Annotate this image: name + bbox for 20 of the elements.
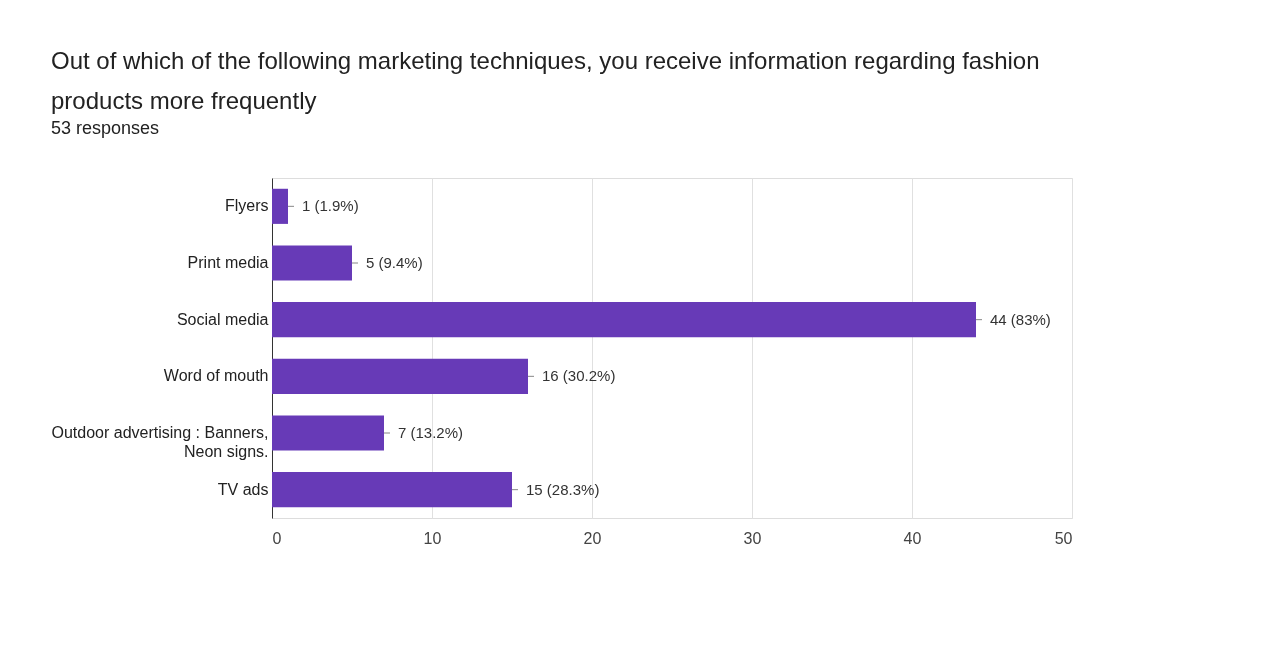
y-tick-label: Social media [176,310,269,328]
y-tick-label: Flyers [224,197,269,215]
data-label: 44 (83%) [990,310,1051,328]
data-label: 5 (9.4%) [366,254,423,271]
x-tick-label: 30 [743,529,762,547]
x-tick-label: 40 [903,529,922,547]
data-label: 1 (1.9%) [302,197,359,215]
chart-title: Out of which of the following marketing techniques, you receive information regarding fashion products more frequently [50,47,1040,114]
y-tick-label: Word of mouth [163,367,269,385]
y-tick-label: Print media [187,254,269,271]
x-tick-label: 20 [583,529,602,547]
text: 53 responses [50,118,160,138]
data-label: 7 (13.2%) [398,424,464,441]
data-label: 15 (28.3%) [526,480,600,498]
x-tick-label: 10 [423,529,442,547]
data-label: 16 (30.2%) [542,367,616,385]
x-tick-label: 50 [1054,529,1073,547]
y-tick-label: Outdoor advertising : Banners, Neon signs. [51,424,269,460]
x-tick-label: 0 [272,529,282,547]
y-tick-label: TV ads [217,480,269,498]
